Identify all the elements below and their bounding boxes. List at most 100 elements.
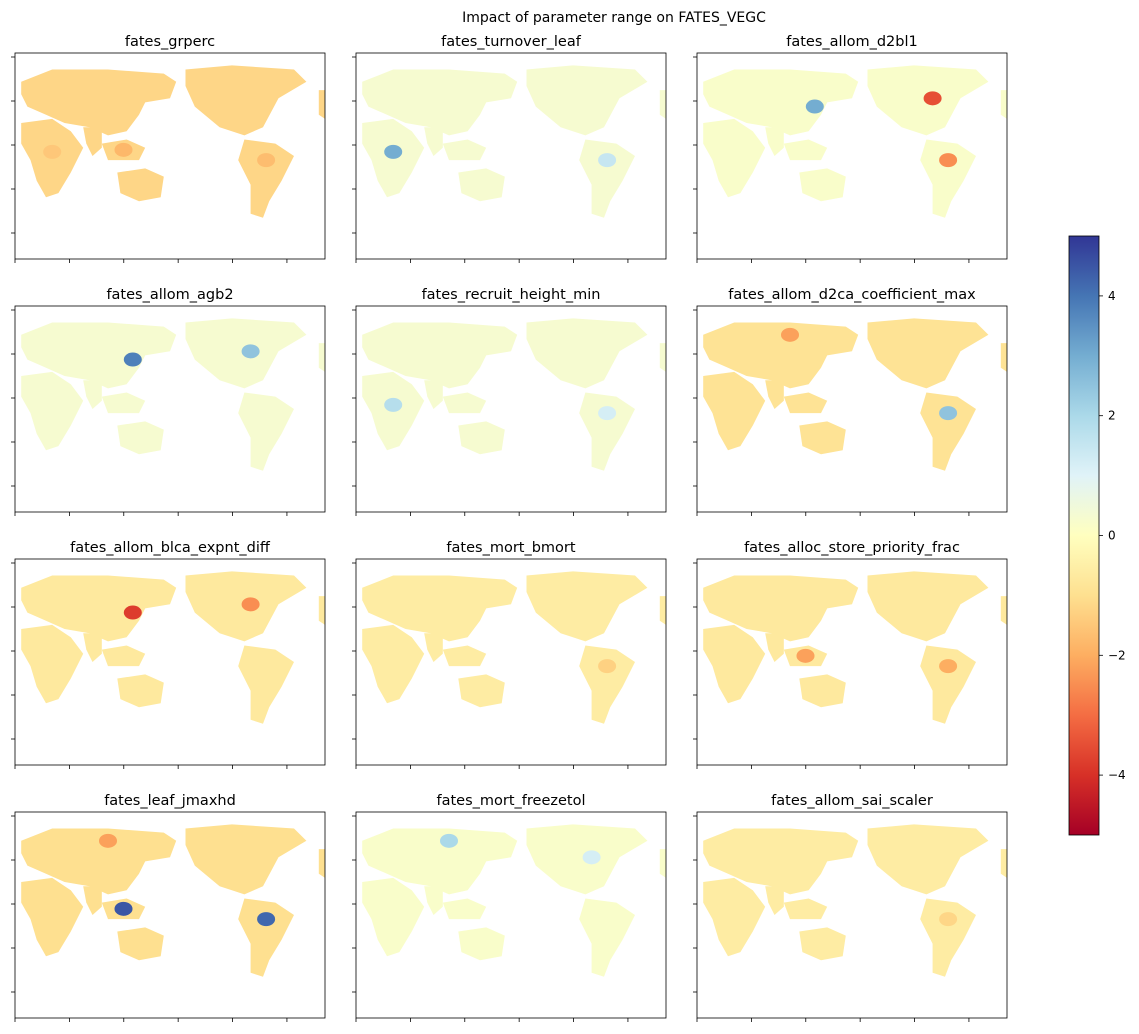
land-europe-asia [362,575,518,642]
land-south-america [238,898,294,977]
hotspot-southeast-asia [114,142,133,157]
land-north-america [185,65,307,136]
land-europe-asia [362,828,518,895]
hotspot-south-america [257,153,276,168]
panel-title: fates_leaf_jmaxhd [104,793,236,809]
land-india [83,380,102,409]
land-southeast-asia [442,392,487,414]
hotspot-south-america [257,912,276,927]
land-india [424,380,443,409]
land-greenland-edge [1000,849,1007,878]
panel-frame [696,558,1008,766]
land-india [765,886,784,915]
panel-title: fates_mort_freezetol [436,793,585,809]
land-india [83,886,102,915]
land-africa [21,624,84,704]
land-south-america [920,898,976,977]
land-greenland-edge [1000,90,1007,119]
panel-frame [14,558,326,766]
land-europe-asia [703,322,859,389]
panel-title: fates_alloc_store_priority_frac [744,540,960,556]
land-india [765,127,784,156]
map-panel: fates_allom_agb2 [11,287,326,516]
land-india [83,633,102,662]
land-south-america [238,645,294,724]
land-south-america [579,898,635,977]
land-india [83,127,102,156]
land-greenland-edge [318,343,325,372]
hotspot-east-asia [805,99,824,114]
hotspot-south-america [939,153,958,168]
map-panel: fates_mort_freezetol [352,793,667,1022]
hotspot-southeast-asia [796,648,815,663]
land-africa [703,118,766,198]
panel-title: fates_allom_agb2 [106,287,233,303]
land-africa [703,371,766,451]
hotspot-siberia [781,327,799,342]
land-greenland-edge [1000,343,1007,372]
colorbar-tick-label: −2 [1108,648,1126,662]
land-india [765,633,784,662]
land-europe-asia [703,828,859,895]
land-greenland-edge [318,90,325,119]
hotspot-south-america [598,406,617,421]
map-panel: fates_turnover_leaf [352,34,667,263]
colorbar-gradient [1068,235,1100,836]
hotspot-central-africa [43,144,62,159]
panel-title: fates_turnover_leaf [441,34,582,50]
land-australia [117,421,164,455]
panel-title: fates_allom_blca_expnt_diff [70,540,271,556]
land-australia [117,168,164,202]
hotspot-east-asia [123,352,142,367]
land-africa [21,371,84,451]
land-australia [799,927,846,961]
land-southeast-asia [783,898,828,920]
land-southeast-asia [442,898,487,920]
hotspot-north-america [241,597,260,612]
panel-title: fates_mort_bmort [446,540,575,556]
figure-title: Impact of parameter range on FATES_VEGC [462,10,766,26]
land-south-america [579,645,635,724]
land-southeast-asia [442,139,487,161]
land-europe-asia [703,575,859,642]
land-southeast-asia [783,392,828,414]
hotspot-north-america [582,850,601,865]
land-greenland-edge [1000,596,1007,625]
land-greenland-edge [659,343,666,372]
land-india [424,886,443,915]
panel-frame [696,52,1008,260]
land-south-america [238,139,294,218]
panel-frame [14,305,326,513]
land-africa [362,624,425,704]
land-africa [362,877,425,957]
panel-grid: fates_grperc fates_turnover_leaf fates_all… [11,34,1008,1022]
map-panel: fates_allom_d2ca_coefficient_max [693,287,1008,516]
panel-frame [696,811,1008,1019]
land-north-america [526,318,648,389]
land-south-america [920,392,976,471]
land-southeast-asia [783,139,828,161]
land-australia [117,927,164,961]
panel-frame [355,811,667,1019]
land-europe-asia [21,322,177,389]
land-greenland-edge [318,596,325,625]
hotspot-central-africa [384,397,403,412]
panel-frame [696,305,1008,513]
land-south-america [238,392,294,471]
hotspot-southeast-asia [114,901,133,916]
land-india [424,127,443,156]
map-panel: fates_allom_blca_expnt_diff [11,540,326,769]
land-australia [799,421,846,455]
land-south-america [920,645,976,724]
land-south-america [920,139,976,218]
colorbar: −4 −2 0 2 4 [1068,235,1126,836]
panel-title: fates_grperc [125,34,215,50]
land-south-america [579,139,635,218]
map-panel: fates_leaf_jmaxhd [11,793,326,1022]
land-europe-asia [21,69,177,136]
map-panel: fates_grperc [11,34,326,263]
panel-title: fates_allom_d2bl1 [786,34,917,50]
land-australia [458,927,505,961]
land-north-america [867,318,989,389]
